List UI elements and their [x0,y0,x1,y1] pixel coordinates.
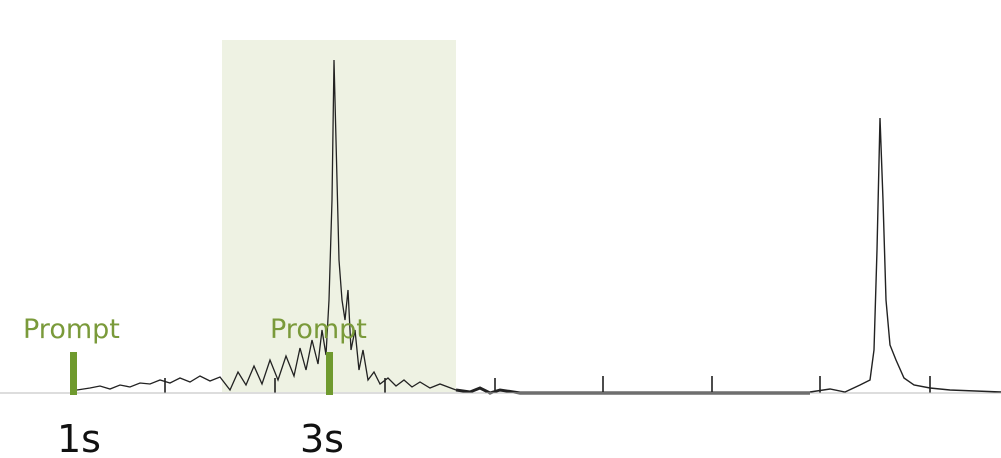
baseline-trace [455,386,810,395]
waveform-peak [809,117,1001,393]
prompt-label: Prompt [23,314,120,345]
prompt-marker [70,352,77,395]
highlight-window [222,40,456,392]
time-label: 3s [300,417,344,458]
prompt-label: Prompt [270,314,367,345]
waveform [76,59,457,392]
time-label: 1s [57,417,101,458]
prompt-marker [326,352,333,395]
